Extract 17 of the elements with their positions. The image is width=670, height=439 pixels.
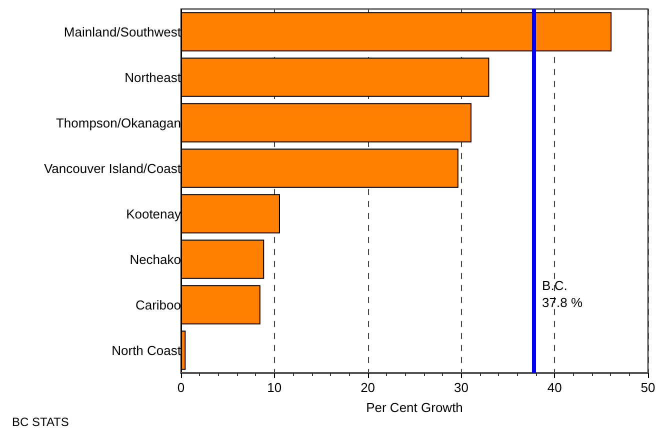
y-tick-label: Nechako: [130, 252, 181, 267]
ref-line-label: B.C. 37.8 %: [542, 278, 583, 310]
y-tick-label: Cariboo: [135, 297, 181, 312]
x-tick-label: 30: [454, 380, 468, 395]
text: BC STATS: [12, 415, 69, 429]
y-tick-label: Kootenay: [126, 206, 182, 222]
x-tick-label: 50: [640, 380, 656, 395]
y-tick-label: Vancouver Island/Coast: [44, 160, 182, 176]
y-tick-label: Thompson/Okanagan: [56, 115, 181, 130]
y-tick-label: Northeast: [124, 70, 182, 85]
y-tick-label: North Coast: [112, 342, 182, 358]
x-tick-label: 20: [360, 380, 376, 395]
x-tick-label: 40: [547, 380, 562, 395]
x-tick-label: 0: [177, 380, 185, 395]
x-axis-title: Per Cent Growth: [366, 400, 463, 415]
x-tick-label: 10: [267, 380, 282, 395]
y-tick-label: Mainland/Southwest: [64, 24, 182, 40]
